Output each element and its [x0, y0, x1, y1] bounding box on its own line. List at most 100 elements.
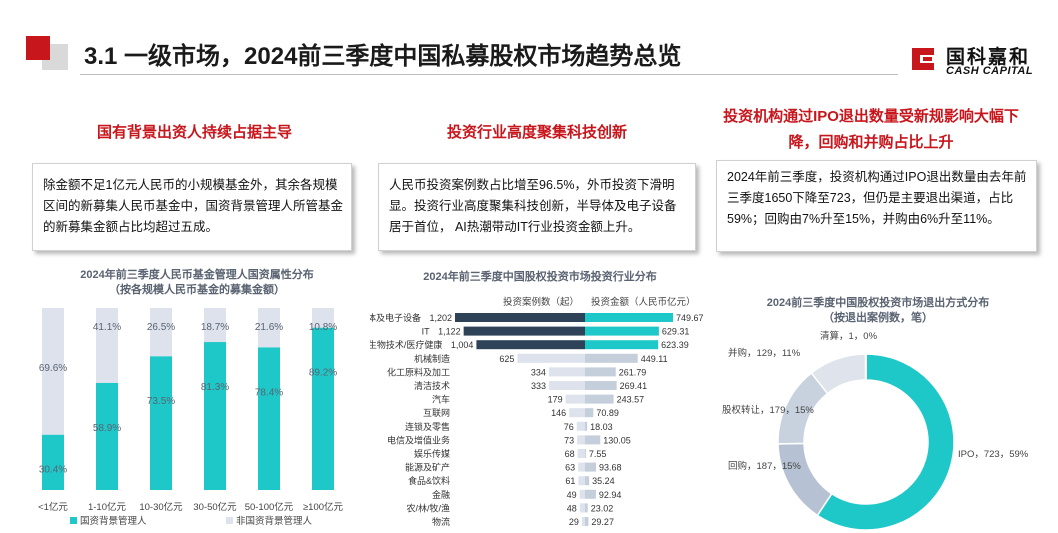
bar-investment-amount [585, 489, 596, 499]
summary-box-3: 2024年前三季度，投资机构通过IPO退出数量由去年前三季度1650下降至723… [716, 160, 1037, 252]
bar-investment-amount [585, 326, 659, 336]
data-label-cases: 1,122 [438, 327, 461, 337]
chart3-title-line2: （按退出案例数，笔） [823, 312, 933, 324]
column-heading-2: 投资行业高度聚集科技创新 [446, 124, 627, 141]
bar-non-state-owned [42, 308, 64, 435]
bar-investment-cases [476, 340, 585, 350]
data-label-non-state-owned: 18.7% [201, 322, 229, 333]
data-label-cases: 63 [565, 463, 575, 473]
bar-investment-cases [548, 381, 585, 390]
data-label-amount: 243.57 [617, 395, 645, 405]
data-label-amount: 92.94 [599, 490, 622, 500]
data-label-amount: 7.55 [589, 449, 607, 459]
y-tick-label: 机械制造 [414, 353, 450, 364]
column-heading-3-line1: 投资机构通过IPO退出数量受新规影响大幅下 [723, 108, 1019, 125]
data-label-amount: 749.67 [676, 313, 704, 323]
bar-investment-amount [585, 340, 659, 350]
data-label-cases: 179 [548, 395, 563, 405]
data-label-amount: 629.31 [662, 327, 690, 337]
data-label-non-state-owned: 10.8% [309, 322, 337, 333]
data-label-non-state-owned: 69.6% [39, 363, 67, 374]
data-label-non-state-owned: 21.6% [255, 322, 283, 333]
title-divider [80, 74, 898, 75]
bar-investment-amount [585, 394, 614, 404]
data-label-non-state-owned: 41.1% [93, 322, 121, 333]
data-label-amount: 623.39 [661, 340, 689, 350]
slice-label: IPO，723，59% [958, 449, 1029, 460]
bar-investment-amount [585, 435, 601, 445]
bar-state-owned [258, 347, 280, 490]
bar-investment-cases [579, 489, 585, 499]
data-label-cases: 76 [564, 422, 574, 432]
data-label-cases: 146 [551, 408, 566, 418]
bar-investment-amount [585, 408, 594, 418]
chart2-title: 2024年前三季度中国股权投资市场投资行业分布 [423, 271, 657, 283]
bar-investment-amount [585, 381, 617, 390]
bar-investment-cases [581, 517, 585, 526]
bar-non-state-owned [96, 308, 118, 383]
x-tick-label: ≥100亿元 [303, 501, 344, 513]
data-label-cases: 68 [565, 449, 575, 459]
legend-label-amount: 投资金额（人民币亿元） [591, 296, 696, 308]
data-label-cases: 48 [567, 503, 577, 513]
y-tick-label: 电信及增值业务 [387, 434, 450, 445]
bar-non-state-owned [150, 308, 172, 357]
bar-state-owned [312, 327, 334, 490]
slice-label: 回购，187，15% [728, 460, 801, 472]
bar-investment-cases [578, 476, 585, 486]
y-tick-label: 金融 [432, 489, 450, 500]
y-tick-label: 连锁及零售 [405, 421, 450, 432]
slice-label: 并购，129，11% [728, 347, 801, 359]
logo-mark-icon [912, 48, 934, 70]
bar-state-owned [204, 342, 226, 490]
column-heading-3: 投资机构通过IPO退出数量受新规影响大幅下 降，回购和并购占比上升 [706, 104, 1036, 156]
bar-investment-cases [579, 503, 585, 513]
data-label-cases: 333 [531, 381, 546, 391]
bar-investment-amount [585, 503, 588, 513]
bar-investment-cases [578, 462, 585, 472]
column-heading-1: 国有背景出资人持续占据主导 [96, 124, 292, 141]
data-label-amount: 130.05 [603, 435, 631, 445]
summary-box-1: 除金额不足1亿元人民币的小规模基金外，其余各规模区间的新募集人民币基金中，国资背… [32, 163, 352, 251]
data-label-amount: 70.89 [596, 408, 619, 418]
data-label-cases: 49 [567, 490, 577, 500]
x-tick-label: <1亿元 [38, 501, 68, 513]
data-label-amount: 29.27 [591, 517, 614, 527]
chart1-title: 2024年前三季度人民币基金管理人国资属性分布 （按各规模人民币基金的募集金额） [32, 268, 362, 298]
data-label-amount: 449.11 [641, 354, 668, 364]
page-title: 3.1 一级市场，2024前三季度中国私募股权市场趋势总览 [84, 43, 682, 70]
chart3-title: 2024前三季度中国股权投资市场退出方式分布 （按退出案例数，笔） [730, 296, 1026, 326]
y-tick-label: 化工原料及加工 [387, 366, 450, 377]
bar-investment-amount [585, 476, 590, 486]
title-accent-red [26, 36, 50, 60]
data-label-amount: 23.02 [591, 503, 614, 513]
y-tick-label: 娱乐传媒 [414, 448, 450, 459]
y-tick-label: IT [422, 327, 431, 337]
bar-investment-amount [585, 421, 588, 431]
bar-state-owned [150, 356, 172, 490]
legend-label-non-state-owned: 非国资背景管理人 [236, 515, 313, 527]
bar-investment-amount [585, 462, 596, 472]
data-label-amount: 261.79 [619, 367, 647, 377]
data-label-cases: 1,004 [451, 340, 474, 350]
chart3-title-line1: 2024前三季度中国股权投资市场退出方式分布 [766, 297, 990, 309]
x-tick-label: 1-10亿元 [88, 501, 127, 513]
y-tick-label: 生物技术/医疗健康 [370, 339, 442, 350]
chart1-title-line1: 2024年前三季度人民币基金管理人国资属性分布 [80, 269, 314, 281]
y-tick-label: 物流 [432, 516, 450, 527]
data-label-amount: 93.68 [599, 463, 622, 473]
donut-slice [777, 442, 833, 517]
slice-label: 清算，1，0% [820, 330, 878, 342]
y-tick-label: 半导体及电子设备 [370, 312, 421, 323]
data-label-state-owned: 58.9% [93, 423, 121, 434]
y-tick-label: 汽车 [432, 394, 450, 405]
data-label-cases: 73 [564, 435, 574, 445]
summary-box-2: 人民币投资案例数占比增至96.5%，外币投资下滑明显。投资行业高度聚集科技创新，… [378, 163, 696, 251]
bar-investment-cases [455, 313, 585, 322]
data-label-state-owned: 78.4% [255, 387, 283, 398]
y-tick-label: 农/林/牧/渔 [406, 502, 450, 513]
bar-investment-cases [565, 394, 585, 404]
chart2-industry-bar: 投资案例数（起） 投资金额（人民币亿元） 1,202 749.67 半导体及电子设备 1,… [370, 296, 704, 527]
bar-investment-amount [585, 367, 616, 377]
data-label-cases: 625 [499, 354, 514, 364]
